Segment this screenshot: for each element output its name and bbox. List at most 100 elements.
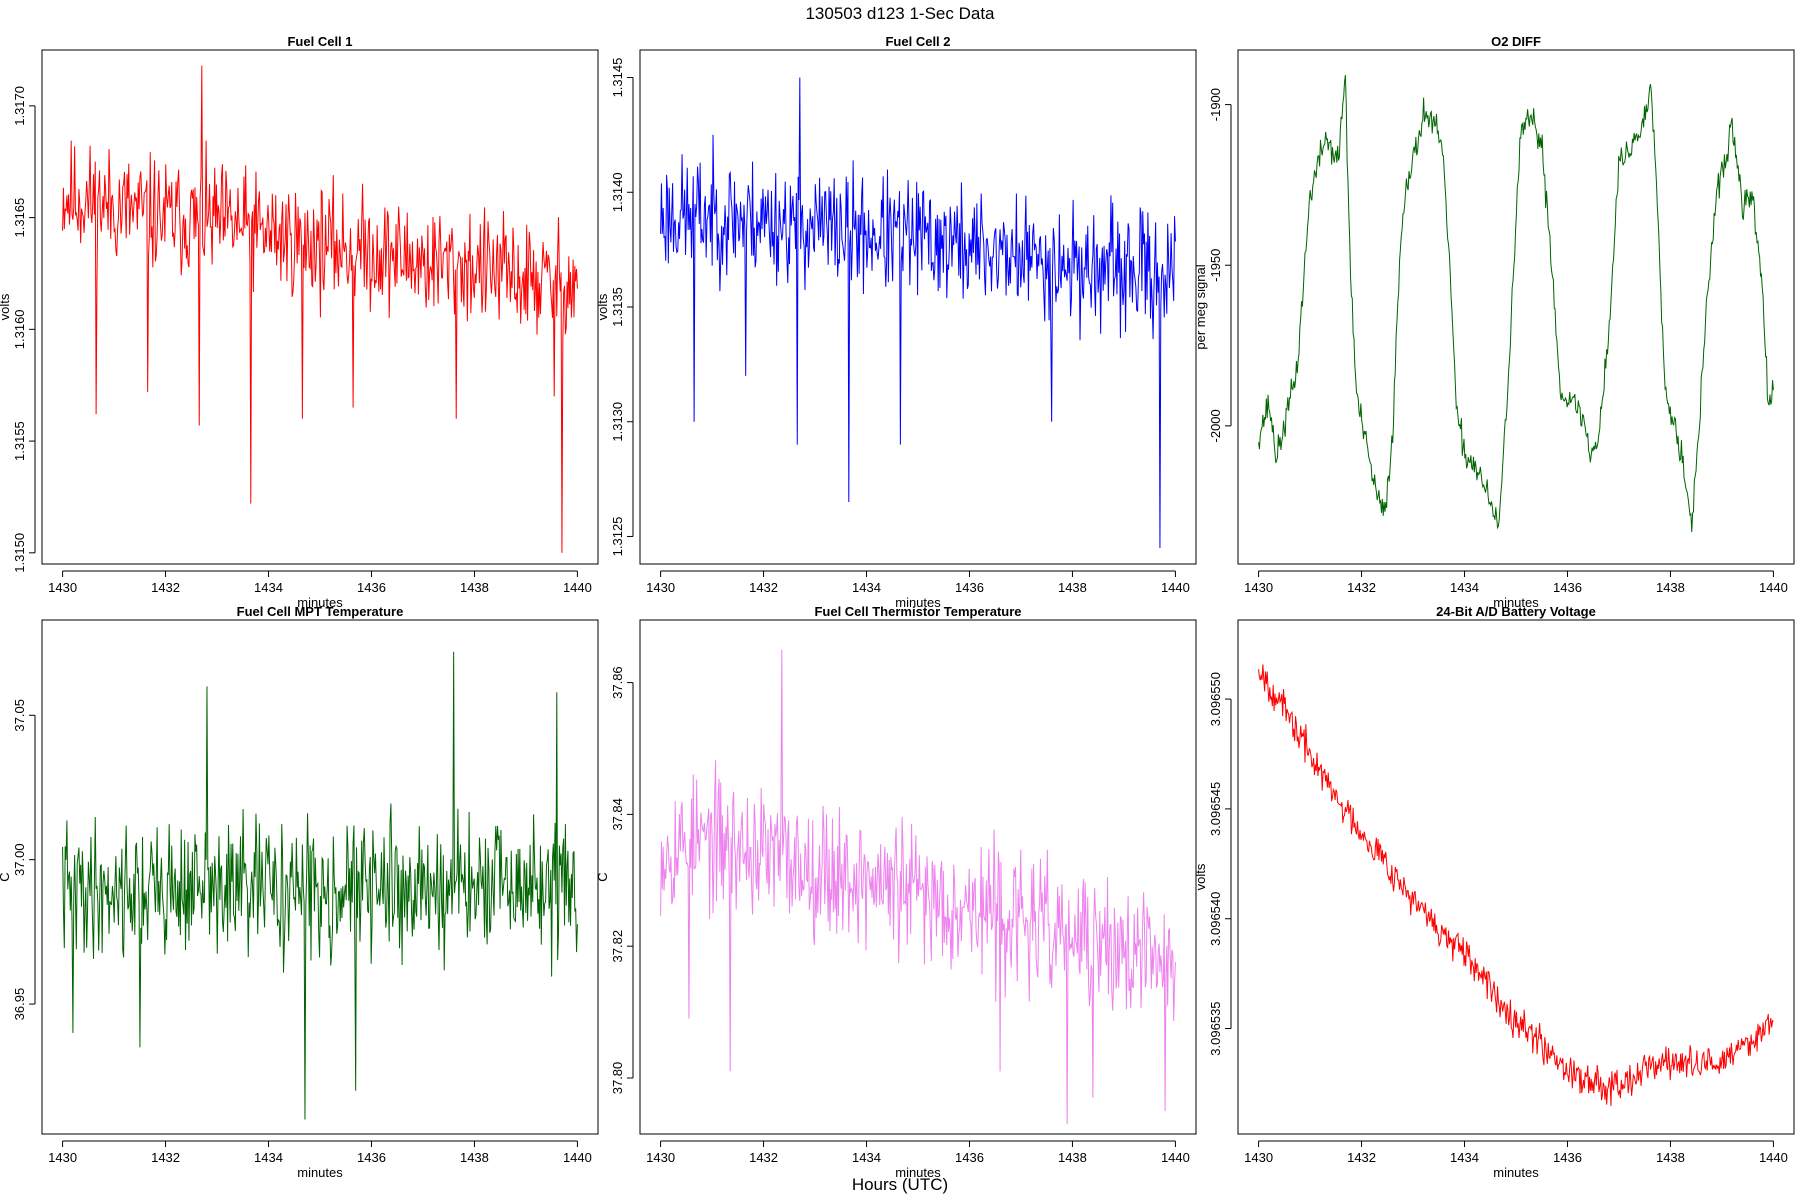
x-tick-label: 1430 (1244, 1150, 1273, 1165)
plot-frame (1237, 619, 1795, 1135)
panel-title: Fuel Cell Thermistor Temperature (814, 604, 1021, 619)
x-tick-label: 1436 (1553, 1150, 1582, 1165)
x-tick-label: 1436 (357, 580, 386, 595)
panel-1: Fuel Cell 1 1430 1432 1434 1436 1438 1440 minut… (0, 34, 599, 610)
y-axis-label: volts (1193, 863, 1208, 890)
x-tick-label: 1434 (852, 1150, 881, 1165)
series-line (1258, 664, 1774, 1106)
y-tick-label: 37.80 (610, 1062, 625, 1095)
y-tick-label: 3.096545 (1208, 782, 1223, 836)
x-tick-label: 1440 (1161, 580, 1190, 595)
y-tick-label: 37.84 (610, 798, 625, 831)
panel-3: O2 DIFF 1430 1432 1434 1436 1438 1440 minutes -2… (1193, 34, 1795, 610)
y-axis-label: volts (595, 293, 610, 320)
x-tick-label: 1436 (955, 580, 984, 595)
panel-4: Fuel Cell MPT Temperature 1430 1432 1434 143… (0, 604, 599, 1180)
y-tick-label: 1.3150 (12, 533, 27, 573)
series-line (62, 651, 578, 1120)
x-tick-label: 1430 (48, 580, 77, 595)
x-tick-label: 1434 (1450, 1150, 1479, 1165)
panel-5: Fuel Cell Thermistor Temperature 1430 1432… (595, 604, 1197, 1180)
x-tick-label: 1432 (749, 580, 778, 595)
y-tick-label: 1.3130 (610, 402, 625, 442)
y-axis-label: per meg signal (1193, 264, 1208, 349)
x-tick-label: 1434 (254, 1150, 283, 1165)
x-tick-label: 1440 (1759, 580, 1788, 595)
panel-title: Fuel Cell MPT Temperature (237, 604, 404, 619)
y-tick-label: 3.096550 (1208, 672, 1223, 726)
plot-frame (639, 619, 1197, 1135)
plot-frame (41, 49, 599, 565)
series-line (660, 649, 1176, 1125)
x-tick-label: 1440 (1759, 1150, 1788, 1165)
x-axis-label: minutes (895, 595, 941, 610)
y-axis-label: C (0, 872, 12, 881)
x-tick-label: 1434 (254, 580, 283, 595)
y-tick-label: -1900 (1208, 88, 1223, 121)
y-tick-label: 3.096535 (1208, 1001, 1223, 1055)
x-axis-label: minutes (1493, 595, 1539, 610)
y-tick-label: 3.096540 (1208, 892, 1223, 946)
y-tick-label: 37.05 (12, 699, 27, 732)
x-tick-label: 1438 (460, 580, 489, 595)
x-tick-label: 1430 (48, 1150, 77, 1165)
x-axis-label: minutes (297, 1165, 343, 1180)
x-tick-label: 1440 (1161, 1150, 1190, 1165)
panel-title: O2 DIFF (1491, 34, 1541, 49)
y-tick-label: 1.3170 (12, 86, 27, 126)
x-axis-label: minutes (895, 1165, 941, 1180)
x-tick-label: 1438 (1656, 580, 1685, 595)
x-tick-label: 1432 (1347, 1150, 1376, 1165)
y-tick-label: 1.3155 (12, 421, 27, 461)
y-tick-label: 1.3165 (12, 198, 27, 238)
x-tick-label: 1434 (852, 580, 881, 595)
y-tick-label: 1.3160 (12, 309, 27, 349)
y-tick-label: 1.3145 (610, 58, 625, 98)
plot-frame (1237, 49, 1795, 565)
series-line (1258, 75, 1774, 533)
x-tick-label: 1436 (357, 1150, 386, 1165)
y-tick-label: -1950 (1208, 249, 1223, 282)
y-axis-label: C (595, 872, 610, 881)
x-tick-label: 1430 (646, 580, 675, 595)
y-axis-label: volts (0, 293, 12, 320)
y-tick-label: 1.3140 (610, 172, 625, 212)
y-tick-label: 1.3135 (610, 287, 625, 327)
y-tick-label: -2000 (1208, 409, 1223, 442)
panel-title: Fuel Cell 2 (885, 34, 950, 49)
x-tick-label: 1430 (1244, 580, 1273, 595)
x-tick-label: 1438 (1656, 1150, 1685, 1165)
panel-title: Fuel Cell 1 (287, 34, 352, 49)
figure-title: 130503 d123 1-Sec Data (805, 4, 995, 23)
y-tick-label: 37.86 (610, 666, 625, 699)
x-tick-label: 1432 (151, 580, 180, 595)
plot-frame (41, 619, 599, 1135)
series-line (660, 77, 1176, 548)
x-tick-label: 1438 (1058, 580, 1087, 595)
y-tick-label: 1.3125 (610, 517, 625, 557)
panel-2: Fuel Cell 2 1430 1432 1434 1436 1438 1440 minut… (595, 34, 1197, 610)
x-tick-label: 1432 (749, 1150, 778, 1165)
panels: Fuel Cell 1 1430 1432 1434 1436 1438 1440 minut… (0, 34, 1795, 1180)
x-axis-label: minutes (1493, 1165, 1539, 1180)
x-tick-label: 1438 (1058, 1150, 1087, 1165)
plot-frame (639, 49, 1197, 565)
x-axis-label: minutes (297, 595, 343, 610)
y-tick-label: 36.95 (12, 988, 27, 1021)
x-tick-label: 1440 (563, 580, 592, 595)
x-tick-label: 1436 (955, 1150, 984, 1165)
y-tick-label: 37.00 (12, 843, 27, 876)
x-tick-label: 1432 (151, 1150, 180, 1165)
panel-title: 24-Bit A/D Battery Voltage (1436, 604, 1596, 619)
x-tick-label: 1438 (460, 1150, 489, 1165)
series-line (62, 65, 578, 553)
x-tick-label: 1430 (646, 1150, 675, 1165)
figure-xlabel: Hours (UTC) (852, 1175, 948, 1194)
panel-6: 24-Bit A/D Battery Voltage 1430 1432 1434 14… (1193, 604, 1795, 1180)
x-tick-label: 1434 (1450, 580, 1479, 595)
x-tick-label: 1432 (1347, 580, 1376, 595)
x-tick-label: 1436 (1553, 580, 1582, 595)
y-tick-label: 37.82 (610, 930, 625, 963)
x-tick-label: 1440 (563, 1150, 592, 1165)
